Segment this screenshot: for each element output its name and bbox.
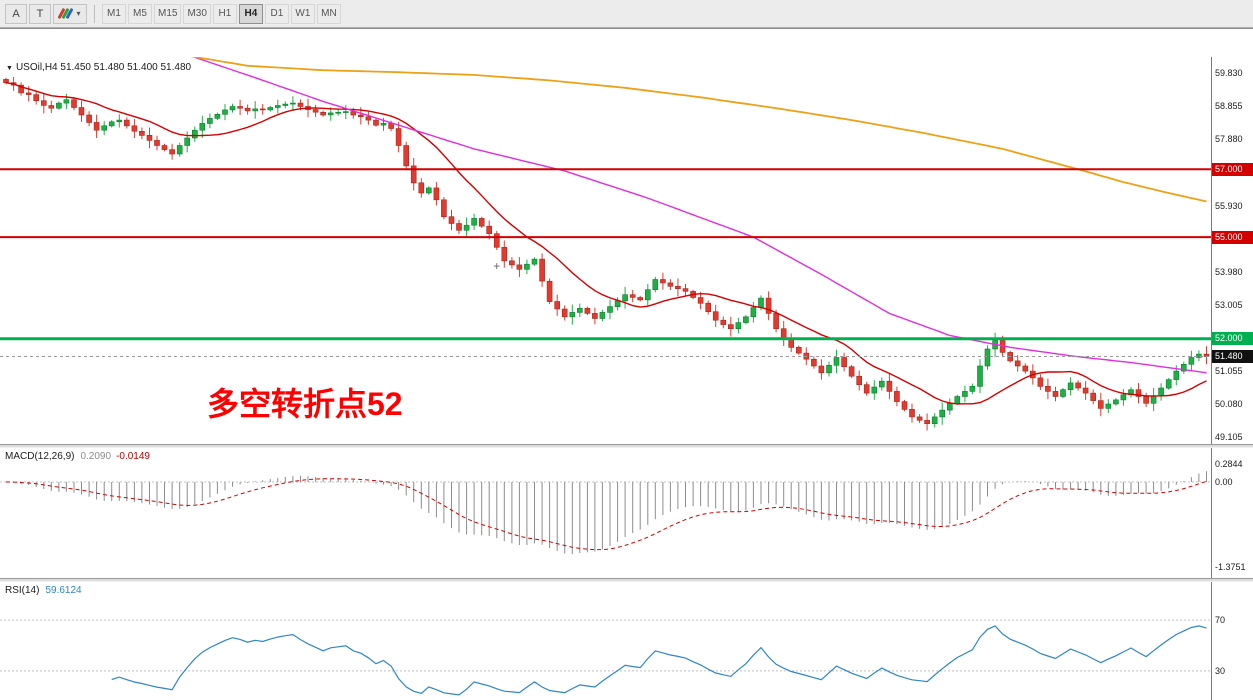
macd-tick: 0.00	[1215, 477, 1233, 488]
panel-splitter[interactable]	[0, 578, 1253, 582]
timeframe-button-m5[interactable]: M5	[128, 3, 152, 24]
toolbar-separator	[94, 4, 95, 23]
macd-tick: -1.3751	[1215, 562, 1246, 573]
text-tool-button[interactable]: T	[29, 3, 51, 24]
rsi-title: RSI(14)	[5, 585, 40, 596]
timeframe-button-mn[interactable]: MN	[316, 3, 341, 24]
price-tick: 59.830	[1215, 68, 1243, 79]
macd-indicator-label: MACD(12,26,9) 0.2090 -0.0149	[5, 451, 150, 462]
price-tick: 57.880	[1215, 134, 1243, 145]
hline-price-tag: 52.000	[1212, 332, 1253, 346]
rsi-panel[interactable]	[0, 582, 1211, 700]
rsi-value: 59.6124	[45, 585, 82, 596]
crayons-icon	[58, 7, 74, 20]
symbol-ohlc-text: USOil,H4 51.450 51.480 51.400 51.480	[15, 62, 192, 73]
macd-main-value: 0.2090	[80, 451, 112, 462]
timeframe-group: M1 M5 M15 M30 H1 H4 D1 W1 MN	[101, 3, 342, 24]
symbol-ohlc-label: ▼ USOil,H4 51.450 51.480 51.400 51.480	[6, 62, 191, 73]
macd-title: MACD(12,26,9)	[5, 451, 75, 462]
price-tick: 51.055	[1215, 365, 1243, 376]
panel-splitter[interactable]	[0, 444, 1253, 448]
hline-price-tag: 57.000	[1212, 162, 1253, 176]
chart-area: ▼ USOil,H4 51.450 51.480 51.400 51.480 + +…	[0, 28, 1253, 700]
rsi-indicator-label: RSI(14) 59.6124	[5, 585, 82, 596]
annotation-text: 多空转折点52	[207, 386, 403, 422]
toolbar: A T ▾ M1 M5 M15 M30 H1 H4 D1 W1 MN	[0, 0, 1253, 28]
price-tick: 50.080	[1215, 398, 1243, 409]
price-tick: 49.105	[1215, 432, 1243, 443]
timeframe-button-h1[interactable]: H1	[212, 3, 237, 24]
drawing-tools-button[interactable]: ▾	[53, 3, 87, 24]
price-tick: 53.980	[1215, 266, 1243, 277]
price-tick: 55.930	[1215, 200, 1243, 211]
chevron-down-icon: ▾	[76, 9, 81, 18]
timeframe-button-w1[interactable]: W1	[290, 3, 315, 24]
current-price-tag: 51.480	[1212, 349, 1253, 363]
timeframe-button-m1[interactable]: M1	[102, 3, 126, 24]
macd-panel[interactable]	[0, 448, 1211, 578]
macd-signal-value: -0.0149	[116, 451, 150, 462]
price-tick: 58.855	[1215, 101, 1243, 112]
price-tick: 53.005	[1215, 299, 1243, 310]
rsi-tick: 70	[1215, 615, 1226, 626]
svg-text:+: +	[380, 116, 387, 130]
timeframe-button-d1[interactable]: D1	[264, 3, 289, 24]
timeframe-button-h4[interactable]: H4	[238, 3, 263, 24]
timeframe-button-m30[interactable]: M30	[183, 3, 211, 24]
svg-text:+: +	[493, 259, 500, 273]
timeframe-button-m15[interactable]: M15	[154, 3, 182, 24]
symbol-label-arrow-icon[interactable]: ▼	[6, 65, 13, 72]
price-axis[interactable]: 59.83058.85557.88056.90555.93054.95553.9…	[1211, 57, 1253, 700]
price-chart-panel[interactable]: + +	[0, 57, 1211, 444]
cursor-tool-button[interactable]: A	[5, 3, 27, 24]
rsi-tick: 30	[1215, 665, 1226, 676]
hline-price-tag: 55.000	[1212, 230, 1253, 244]
macd-tick: 0.2844	[1215, 459, 1243, 470]
